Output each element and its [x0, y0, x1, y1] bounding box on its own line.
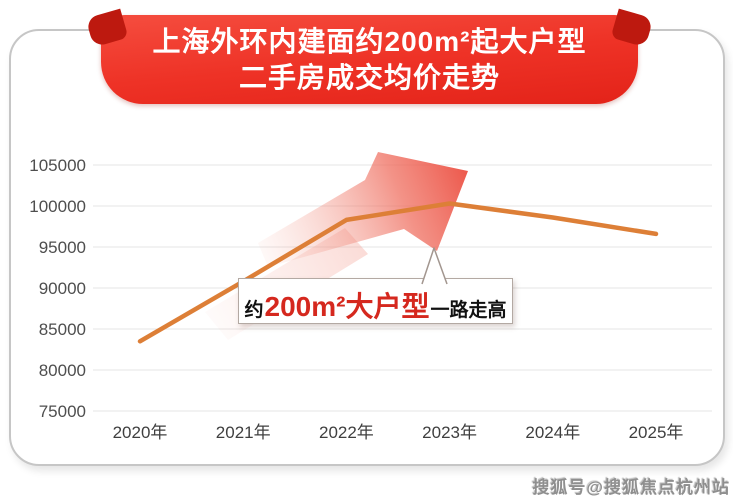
- y-tick-label: 85000: [39, 320, 86, 339]
- banner-title-line1: 上海外环内建面约200m²起大户型: [152, 26, 587, 57]
- title-banner: 上海外环内建面约200m²起大户型 二手房成交均价走势: [101, 15, 638, 104]
- x-tick-label: 2025年: [629, 423, 684, 442]
- x-tick-label: 2023年: [422, 423, 477, 442]
- callout-bubble: 约 200m²大户型 一路走高: [238, 278, 513, 324]
- callout-highlight: 200m²大户型: [264, 291, 430, 322]
- y-tick-label: 80000: [39, 361, 86, 380]
- x-tick-label: 2022年: [319, 423, 374, 442]
- callout-prefix: 约: [244, 300, 264, 321]
- y-tick-label: 95000: [39, 238, 86, 257]
- watermark: 搜狐号@搜狐焦点杭州站: [532, 478, 730, 497]
- y-tick-label: 75000: [39, 402, 86, 421]
- x-tick-label: 2024年: [525, 423, 580, 442]
- x-tick-label: 2020年: [113, 423, 168, 442]
- x-tick-label: 2021年: [216, 423, 271, 442]
- price-line: [137, 201, 659, 344]
- y-tick-label: 105000: [29, 156, 86, 175]
- banner-title-line2: 二手房成交均价走势: [238, 62, 500, 93]
- y-tick-label: 100000: [29, 197, 86, 216]
- trend-arrow-icon: [258, 152, 468, 267]
- y-tick-label: 90000: [39, 279, 86, 298]
- callout-suffix: 一路走高: [430, 300, 507, 321]
